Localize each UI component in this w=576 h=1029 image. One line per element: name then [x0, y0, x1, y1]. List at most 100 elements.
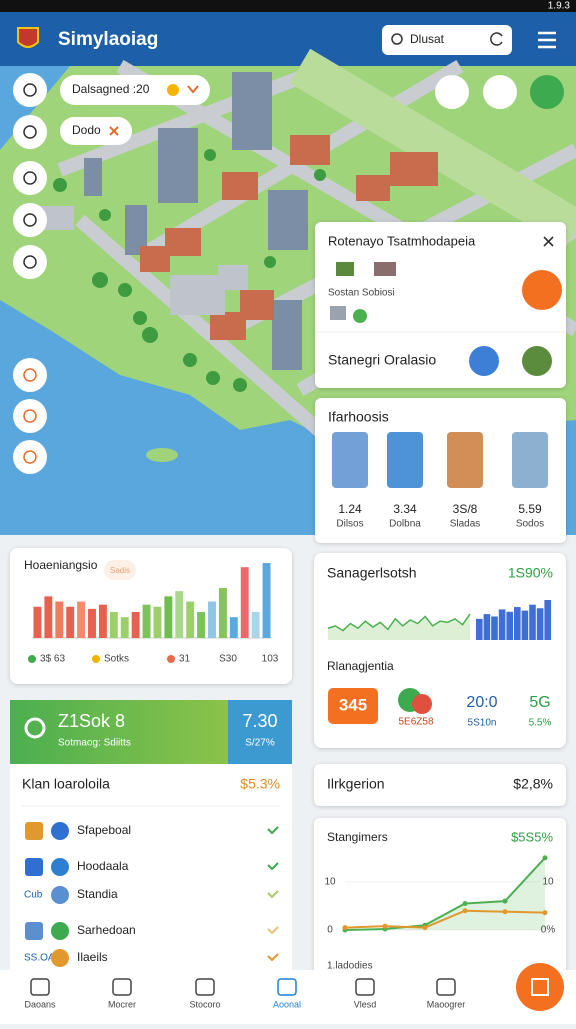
chip[interactable] [60, 75, 210, 105]
stat-icon [387, 432, 423, 488]
list-icon [51, 886, 69, 904]
bar [109, 611, 118, 638]
status-bar [0, 0, 576, 12]
nav-icon[interactable] [112, 978, 132, 996]
icon [353, 309, 367, 323]
chip[interactable] [60, 117, 132, 145]
bar [44, 596, 53, 638]
line-point [462, 908, 468, 914]
fab[interactable] [516, 963, 564, 1011]
nav-icon[interactable] [195, 978, 215, 996]
bar [98, 604, 107, 638]
stat-value: 1.24 [338, 502, 362, 516]
trend-bar [498, 609, 506, 640]
map-tool[interactable] [13, 358, 47, 392]
legend-label: Sotks [104, 654, 129, 665]
list-label[interactable]: Ilaeils [77, 950, 108, 964]
trend-line [327, 613, 471, 632]
chip-label: Dalsagned :20 [72, 82, 150, 96]
bar [197, 611, 206, 638]
nav-label[interactable]: Maoogrer [427, 999, 466, 1009]
stat-label: Sladas [450, 519, 481, 530]
pie-icon [412, 694, 432, 714]
menu-icon[interactable] [538, 31, 556, 49]
nav-label[interactable]: Mocrer [108, 999, 136, 1009]
trend-bar [544, 600, 551, 640]
legend-label: 31 [179, 654, 191, 665]
chip-label: Dodo [72, 123, 101, 137]
close-button[interactable] [543, 236, 554, 247]
line-footer: 1.ladodies [327, 961, 373, 972]
map-tool[interactable] [13, 203, 47, 237]
list-icon [51, 949, 69, 967]
list-prefix: SS.OA [24, 953, 55, 964]
bar [251, 611, 260, 638]
score-value: Z1Sok 8 [58, 711, 125, 731]
map-tool[interactable] [13, 440, 47, 474]
map-tool-icon [23, 450, 37, 464]
line-series [344, 909, 546, 929]
info-subtitle: Sostan Sobiosi [328, 288, 395, 299]
chip-icon [167, 84, 179, 96]
line-point [342, 925, 348, 931]
check [267, 862, 279, 871]
search-icon [391, 33, 403, 45]
map-tool[interactable] [13, 73, 47, 107]
fab-icon [531, 978, 549, 996]
search-text: Dlusat [410, 32, 445, 46]
list-icon [51, 922, 69, 940]
nav-label[interactable]: Stocoro [189, 999, 220, 1009]
metric-value: 5G [529, 694, 550, 711]
stat-label: Dolbna [389, 519, 421, 530]
nav-icon[interactable] [355, 978, 375, 996]
nav-icon[interactable] [277, 978, 297, 996]
score-side [228, 700, 292, 764]
list-prefix: Cub [24, 890, 43, 901]
region-title: Ilrkgerion [327, 776, 385, 792]
region-card [314, 764, 566, 806]
fab[interactable] [522, 270, 562, 310]
legend-dot [92, 655, 100, 663]
map-action[interactable] [530, 75, 564, 109]
info-title: Rotenayo Tsatmhodapeia [328, 233, 476, 248]
list-icon [51, 858, 69, 876]
map-action[interactable] [483, 75, 517, 109]
list-label[interactable]: Sfapeboal [77, 823, 131, 837]
stat-icon [447, 432, 483, 488]
trend-value: 1S90% [508, 565, 553, 581]
trend-bar [529, 604, 536, 640]
nav-label[interactable]: Vlesd [354, 999, 377, 1009]
score-label: Sotmaog: Sdiitts [58, 738, 131, 749]
list: Sfapeboal Hoodaala Cub Standia Sarhedoan SS.O… [24, 822, 279, 967]
map-tool[interactable] [13, 161, 47, 195]
map-tool[interactable] [13, 115, 47, 149]
legend-dot [167, 655, 175, 663]
list-value: $5.3% [240, 776, 280, 792]
search-box[interactable] [382, 25, 512, 55]
trend-bar [521, 610, 529, 640]
bar [164, 596, 173, 638]
nav-label[interactable]: Daoans [24, 999, 56, 1009]
line-series [344, 857, 546, 931]
stat-value: 3.34 [393, 502, 417, 516]
refresh-icon[interactable] [490, 32, 503, 46]
chip-close[interactable] [109, 126, 119, 136]
line-point [462, 901, 468, 907]
list-label[interactable]: Standia [77, 887, 118, 901]
nav-icon[interactable] [30, 978, 50, 996]
line-chart: 0 10 [324, 855, 548, 936]
region-value: $2,8% [513, 776, 553, 792]
map-tool[interactable] [13, 399, 47, 433]
map-tool[interactable] [13, 245, 47, 279]
list-label[interactable]: Hoodaala [77, 859, 129, 873]
nav-label[interactable]: Aoonal [273, 999, 301, 1009]
stat-label: Dilsos [336, 519, 363, 530]
trend-area [328, 614, 470, 640]
app-title: Simylaoiag [58, 29, 158, 50]
bar [142, 604, 151, 638]
nav-icon[interactable] [436, 978, 456, 996]
list-label[interactable]: Sarhedoan [77, 923, 136, 937]
map-action[interactable] [435, 75, 469, 109]
line-point [422, 925, 428, 931]
line-point [502, 898, 508, 904]
